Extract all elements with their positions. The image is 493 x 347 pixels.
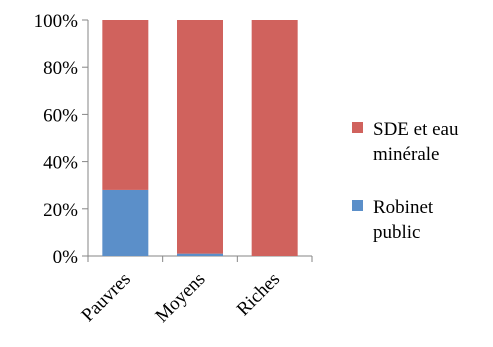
y-tick-label: 60%	[43, 105, 78, 126]
plot-area: 0% 20% 40% 60% 80% 100% Pauvres Moyens Riches	[34, 11, 313, 327]
bar-moyens-series-0	[177, 253, 223, 256]
x-category-label: Riches	[233, 269, 284, 320]
y-tick-label: 20%	[43, 200, 78, 221]
legend-label: SDE et eau minérale	[373, 119, 459, 165]
y-tick-label: 40%	[43, 153, 78, 174]
y-tick-label: 0%	[53, 247, 79, 268]
bar-riches-series-1	[251, 20, 298, 256]
y-tick-label: 100%	[34, 11, 79, 32]
bar-pauvres-series-1	[102, 20, 149, 190]
x-category-label: Pauvres	[77, 269, 134, 326]
legend-swatch	[352, 122, 363, 133]
legend-swatch	[352, 200, 363, 211]
y-tick-label: 80%	[43, 58, 78, 79]
legend-label: Robinet public	[373, 197, 434, 243]
bar-pauvres-series-0	[102, 189, 149, 256]
x-category-label: Moyens	[151, 269, 209, 327]
bar-moyens-series-1	[177, 20, 223, 254]
legend: SDE et eau minérale Robinet public	[352, 119, 459, 243]
